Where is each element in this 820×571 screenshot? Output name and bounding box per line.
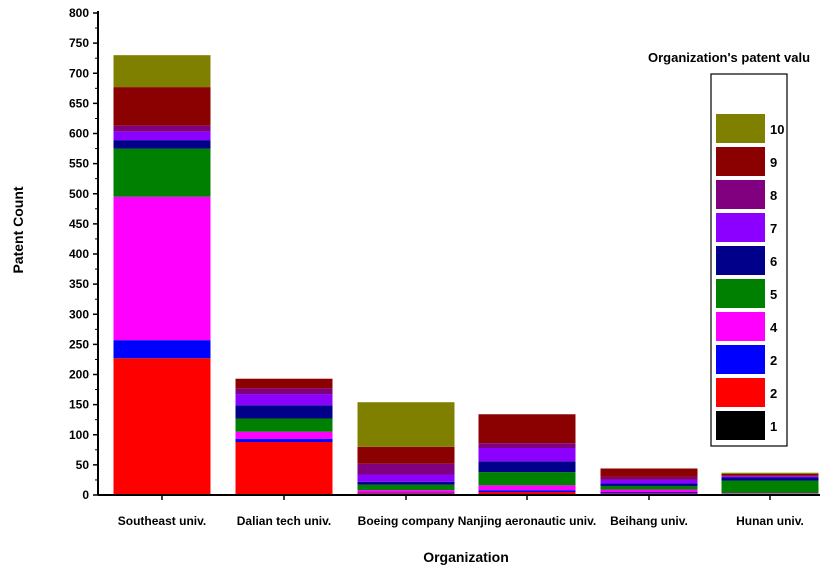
bar-segment	[600, 483, 698, 486]
bar-segment	[478, 414, 576, 444]
bar-segment	[113, 340, 211, 359]
legend-swatch	[716, 180, 765, 209]
legend-swatch	[716, 213, 765, 242]
legend-swatch	[716, 279, 765, 308]
legend-label: 10	[770, 122, 784, 137]
bar-segment	[600, 468, 698, 477]
legend: 10 9 8 7 6 5 4 2 2 1	[710, 73, 788, 447]
bar-segment	[357, 492, 455, 494]
y-tick-label: 550	[69, 157, 89, 171]
bar-segment	[113, 131, 211, 141]
legend-label: 9	[770, 155, 777, 170]
bar-segment	[357, 481, 455, 485]
legend-title: Organization's patent valu	[648, 50, 810, 65]
legend-swatch	[716, 312, 765, 341]
bar-segment	[357, 446, 455, 464]
legend-swatch	[716, 378, 765, 407]
bar-segment	[478, 472, 576, 486]
x-tick-label: Southeast univ.	[118, 514, 206, 528]
bar-segment	[721, 493, 819, 494]
bar-segment	[721, 473, 819, 476]
bar-segment	[721, 476, 819, 478]
x-tick-label: Dalian tech univ.	[237, 514, 331, 528]
bar-segment	[600, 491, 698, 494]
legend-label: 7	[770, 221, 777, 236]
bar-segment	[478, 448, 576, 462]
bar-segment	[357, 474, 455, 482]
bar-segment	[235, 418, 333, 432]
bar-segment	[600, 485, 698, 490]
bar-segment	[721, 477, 819, 481]
bar-segment	[235, 431, 333, 439]
y-tick-label: 800	[69, 6, 89, 20]
axes-group: Southeast univ. Dalian tech univ. Boeing c…	[69, 6, 820, 528]
bar-segment	[235, 378, 333, 389]
bar-segment	[113, 87, 211, 126]
x-axis-title: Organization	[423, 549, 509, 565]
bar-segment	[478, 485, 576, 491]
legend-label: 5	[770, 287, 777, 302]
bar-segment	[235, 388, 333, 395]
bar-segment	[600, 476, 698, 480]
y-tick-label: 300	[69, 307, 89, 321]
x-tick-label: Hunan univ.	[736, 514, 804, 528]
bar-segment	[357, 490, 455, 493]
bar-segment	[357, 463, 455, 475]
y-tick-label: 700	[69, 66, 89, 80]
y-tick-label: 350	[69, 277, 89, 291]
y-tick-label: 650	[69, 96, 89, 110]
bar-segment	[113, 358, 211, 495]
x-tick-label: Boeing company	[358, 514, 455, 528]
bar-segment	[357, 484, 455, 491]
y-tick-label: 450	[69, 217, 89, 231]
bar-segment	[478, 490, 576, 492]
bar-segment	[235, 438, 333, 442]
bar-segment	[235, 441, 333, 495]
bar-segment	[235, 405, 333, 419]
bar-segment	[113, 196, 211, 341]
legend-swatch	[716, 147, 765, 176]
y-axis-title: Patent Count	[10, 186, 26, 273]
x-tick-label: Beihang univ.	[610, 514, 688, 528]
legend-swatch	[716, 411, 765, 440]
bar-segment	[721, 480, 819, 494]
bars-group	[113, 55, 819, 495]
bar-segment	[478, 443, 576, 449]
legend-swatch	[716, 114, 765, 143]
y-tick-label: 100	[69, 428, 89, 442]
legend-label: 2	[770, 386, 777, 401]
y-tick-label: 0	[82, 488, 89, 502]
bar-segment	[113, 140, 211, 149]
y-tick-label: 200	[69, 368, 89, 382]
legend-label: 2	[770, 353, 777, 368]
bar-segment	[721, 472, 819, 474]
bar-segment	[113, 148, 211, 197]
legend-label: 4	[770, 320, 778, 335]
bar-segment	[113, 125, 211, 132]
y-tick-label: 50	[76, 458, 90, 472]
bar-segment	[235, 394, 333, 406]
y-tick-label: 150	[69, 398, 89, 412]
bar-segment	[600, 479, 698, 484]
y-tick-label: 750	[69, 36, 89, 50]
legend-box	[710, 73, 788, 447]
bar-segment	[721, 475, 819, 477]
bar-segment	[478, 491, 576, 495]
y-tick-label: 250	[69, 337, 89, 351]
legend-swatch	[716, 246, 765, 275]
y-tick-label: 500	[69, 187, 89, 201]
legend-swatch	[716, 345, 765, 374]
x-tick-label: Nanjing aeronautic univ.	[458, 514, 596, 528]
y-tick-label: 600	[69, 127, 89, 141]
y-tick-label: 400	[69, 247, 89, 261]
bar-segment	[478, 461, 576, 473]
bar-segment	[113, 55, 211, 88]
legend-label: 1	[770, 419, 777, 434]
legend-label: 8	[770, 188, 777, 203]
bar-segment	[600, 489, 698, 492]
bar-segment	[357, 402, 455, 447]
legend-label: 6	[770, 254, 777, 269]
